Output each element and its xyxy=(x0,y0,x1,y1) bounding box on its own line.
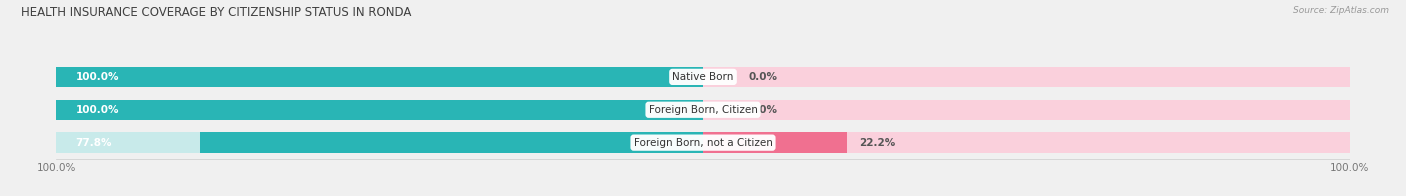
Bar xyxy=(56,100,703,120)
Bar xyxy=(703,100,1350,120)
Text: Foreign Born, not a Citizen: Foreign Born, not a Citizen xyxy=(634,138,772,148)
Text: 22.2%: 22.2% xyxy=(859,138,896,148)
Bar xyxy=(56,67,703,87)
Bar xyxy=(703,132,846,153)
Bar xyxy=(56,67,703,87)
Text: 100.0%: 100.0% xyxy=(76,72,120,82)
Text: Foreign Born, Citizen: Foreign Born, Citizen xyxy=(648,105,758,115)
Bar xyxy=(56,132,703,153)
Text: Source: ZipAtlas.com: Source: ZipAtlas.com xyxy=(1294,6,1389,15)
Bar xyxy=(200,132,703,153)
Text: 100.0%: 100.0% xyxy=(76,105,120,115)
Text: 77.8%: 77.8% xyxy=(76,138,112,148)
Bar xyxy=(703,67,1350,87)
Text: 0.0%: 0.0% xyxy=(748,105,778,115)
Text: HEALTH INSURANCE COVERAGE BY CITIZENSHIP STATUS IN RONDA: HEALTH INSURANCE COVERAGE BY CITIZENSHIP… xyxy=(21,6,412,19)
Text: 0.0%: 0.0% xyxy=(748,72,778,82)
Bar xyxy=(703,132,1350,153)
Bar xyxy=(56,100,703,120)
Text: Native Born: Native Born xyxy=(672,72,734,82)
